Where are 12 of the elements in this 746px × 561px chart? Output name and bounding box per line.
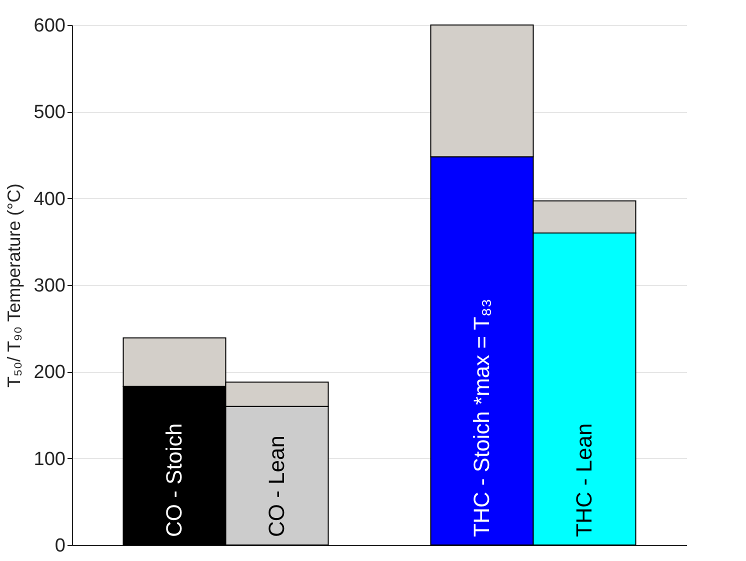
x-tick-label: THC - Lean [572,423,596,537]
y-tick-label: 300 [34,276,66,296]
x-tick-label: CO - Lean [264,436,289,537]
y-tick-label: 500 [34,102,66,124]
y-tick-label: 600 [34,16,66,36]
y-tick-label: 100 [34,448,66,470]
y-tick-label: 0 [54,536,66,556]
x-tick-label: THC - Stoich *max = T₈₃ [469,298,494,537]
x-tick-label: CO - Stoich [162,423,186,537]
y-axis-title: T₅₀/ T₉₀ Temperature (°C) [4,184,24,388]
y-tick-label: 200 [34,362,66,384]
y-tick-label: 400 [34,188,66,210]
